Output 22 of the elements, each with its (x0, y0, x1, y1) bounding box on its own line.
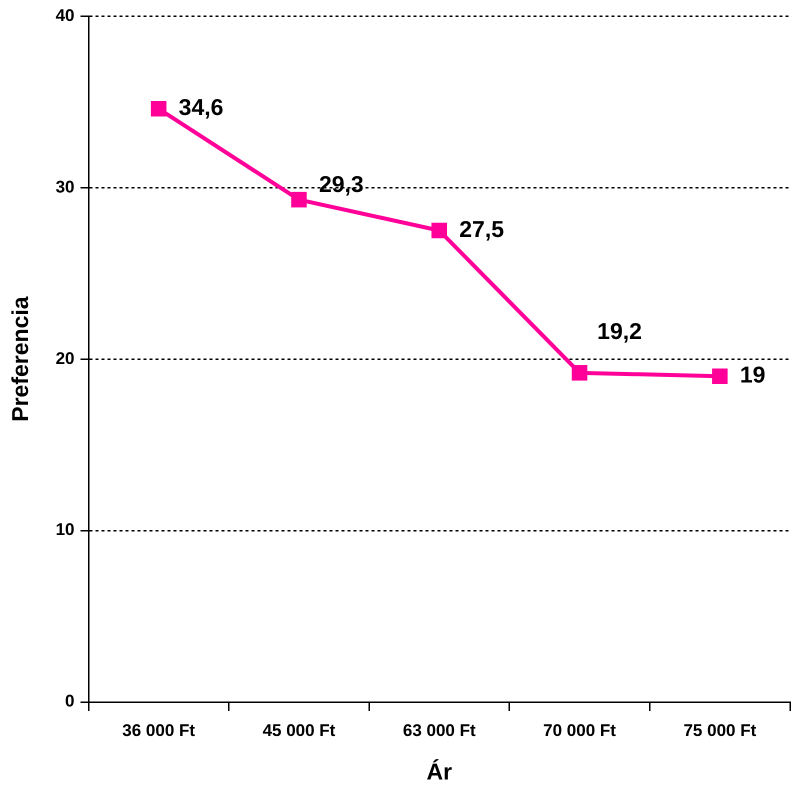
y-tick-label: 30 (56, 177, 75, 196)
data-label: 19,2 (597, 318, 642, 344)
x-tick-label: 70 000 Ft (543, 720, 616, 740)
data-label: 27,5 (459, 216, 504, 242)
y-axis-title: Preferencia (7, 296, 34, 422)
point (572, 365, 588, 381)
point (431, 222, 448, 238)
point (712, 368, 728, 384)
x-tick-label: 63 000 Ft (402, 720, 476, 740)
y-tick-label: 10 (56, 520, 75, 540)
point (291, 192, 307, 208)
data-label: 34,6 (178, 94, 224, 120)
x-axis-title: Ár (426, 758, 452, 785)
y-tick-label: 0 (65, 692, 75, 711)
y-tick-label: 20 (56, 348, 75, 368)
y-tick-label: 40 (56, 6, 75, 25)
point (150, 101, 166, 117)
x-tick-label: 75 000 Ft (683, 720, 757, 740)
x-tick-label: 45 000 Ft (262, 720, 336, 740)
x-tick-label: 36 000 Ft (122, 720, 196, 740)
data-label: 29,3 (318, 170, 364, 197)
data-label: 19 (740, 362, 766, 388)
